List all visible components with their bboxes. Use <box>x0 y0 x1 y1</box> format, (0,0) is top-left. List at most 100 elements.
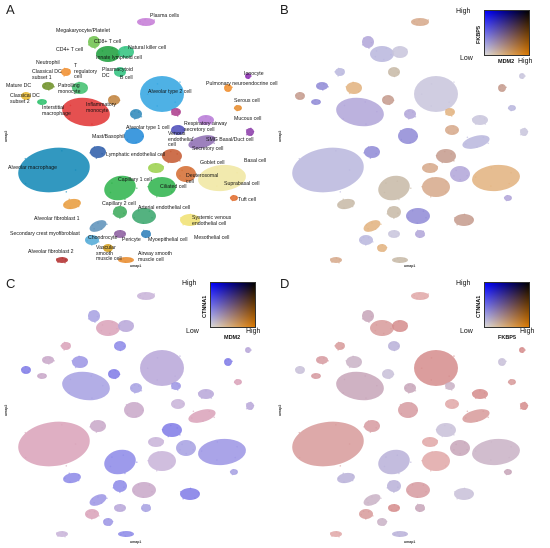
cell-dot <box>476 146 478 148</box>
cell-cluster <box>382 95 394 105</box>
cell-dot <box>448 101 450 103</box>
legend-high-x: High <box>246 328 261 335</box>
cell-dot <box>77 205 80 208</box>
cell-dot <box>393 230 396 232</box>
cell-dot <box>323 83 325 85</box>
cell-dot <box>137 111 140 113</box>
cell-dot <box>48 89 50 91</box>
cell-dot <box>115 68 118 70</box>
cell-dot <box>93 227 95 230</box>
cell-cluster <box>89 220 107 232</box>
cell-dot <box>383 524 385 527</box>
cell-dot <box>385 246 388 249</box>
cell-dot <box>343 207 345 209</box>
cell-cluster <box>96 320 120 336</box>
cell-dot <box>74 169 77 171</box>
cell-dot <box>24 92 27 94</box>
cell-dot <box>388 72 391 75</box>
cell-dot <box>463 168 466 170</box>
cell-dot <box>430 379 433 381</box>
cell-cluster <box>370 320 394 336</box>
cell-dot <box>162 165 165 168</box>
cell-dot <box>85 358 88 361</box>
cell-dot <box>245 350 248 352</box>
cell-dot <box>64 203 66 206</box>
cluster-label: Ionocyte <box>244 71 264 77</box>
cell-dot <box>521 77 524 79</box>
cell-dot <box>61 423 63 426</box>
cell-dot <box>423 234 425 237</box>
cell-dot <box>482 136 485 139</box>
cell-dot <box>396 206 399 209</box>
cell-dot <box>136 128 139 130</box>
cell-dot <box>118 99 121 102</box>
cell-dot <box>367 420 370 422</box>
cell-cluster <box>108 95 120 105</box>
cell-dot <box>416 496 419 498</box>
cell-dot <box>507 107 510 110</box>
cell-dot <box>298 182 301 185</box>
cell-dot <box>144 236 147 239</box>
cell-dot <box>37 375 40 377</box>
cell-dot <box>404 260 407 262</box>
cell-dot <box>142 297 144 300</box>
cell-dot <box>27 371 30 373</box>
cell-cluster <box>198 164 246 192</box>
legend-high-y: High <box>456 280 471 287</box>
cell-dot <box>90 244 93 246</box>
cell-cluster <box>18 147 90 193</box>
cell-cluster <box>246 128 254 136</box>
cell-dot <box>369 157 372 159</box>
cell-dot <box>64 258 67 261</box>
cell-dot <box>397 71 399 74</box>
cell-dot <box>364 244 367 246</box>
cell-cluster <box>382 369 394 379</box>
cell-dot <box>146 367 149 370</box>
cell-dot <box>383 101 385 104</box>
cell-dot <box>63 341 66 344</box>
cluster-label: B cell <box>120 75 133 81</box>
cell-dot <box>415 507 417 510</box>
cell-dot <box>416 222 419 224</box>
cell-dot <box>49 83 51 85</box>
cell-dot <box>513 382 516 384</box>
cell-dot <box>482 410 485 413</box>
cell-dot <box>318 83 321 85</box>
cell-dot <box>314 103 316 105</box>
cell-cluster <box>363 494 381 506</box>
cell-dot <box>513 379 515 382</box>
cell-dot <box>372 515 374 517</box>
cell-dot <box>189 442 192 444</box>
cell-cluster <box>62 97 110 127</box>
cell-dot <box>154 437 157 440</box>
cell-dot <box>171 113 173 116</box>
cell-dot <box>297 371 300 374</box>
cell-dot <box>119 349 122 352</box>
cell-dot <box>301 97 304 99</box>
cell-cluster <box>85 235 99 245</box>
cell-dot <box>334 345 336 347</box>
cell-dot <box>360 513 363 516</box>
cell-dot <box>133 392 136 394</box>
cell-dot <box>471 392 474 394</box>
cell-dot <box>61 531 64 533</box>
cell-dot <box>88 236 91 239</box>
cell-dot <box>142 503 145 506</box>
cell-dot <box>147 459 149 462</box>
cell-dot <box>216 185 218 187</box>
cell-dot <box>329 258 332 260</box>
cell-dot <box>338 261 340 264</box>
cell-dot <box>385 47 388 50</box>
cell-dot <box>464 143 467 145</box>
cell-dot <box>416 503 419 506</box>
cell-dot <box>114 72 117 75</box>
cell-dot <box>157 177 159 179</box>
cell-dot <box>388 95 391 98</box>
cell-dot <box>431 451 433 453</box>
cell-dot <box>235 472 238 475</box>
cell-dot <box>133 490 135 493</box>
cell-dot <box>174 375 176 377</box>
cell-dot <box>501 84 504 87</box>
cluster-label: Vascular smooth muscle cell <box>96 245 122 263</box>
cell-dot <box>375 153 377 155</box>
